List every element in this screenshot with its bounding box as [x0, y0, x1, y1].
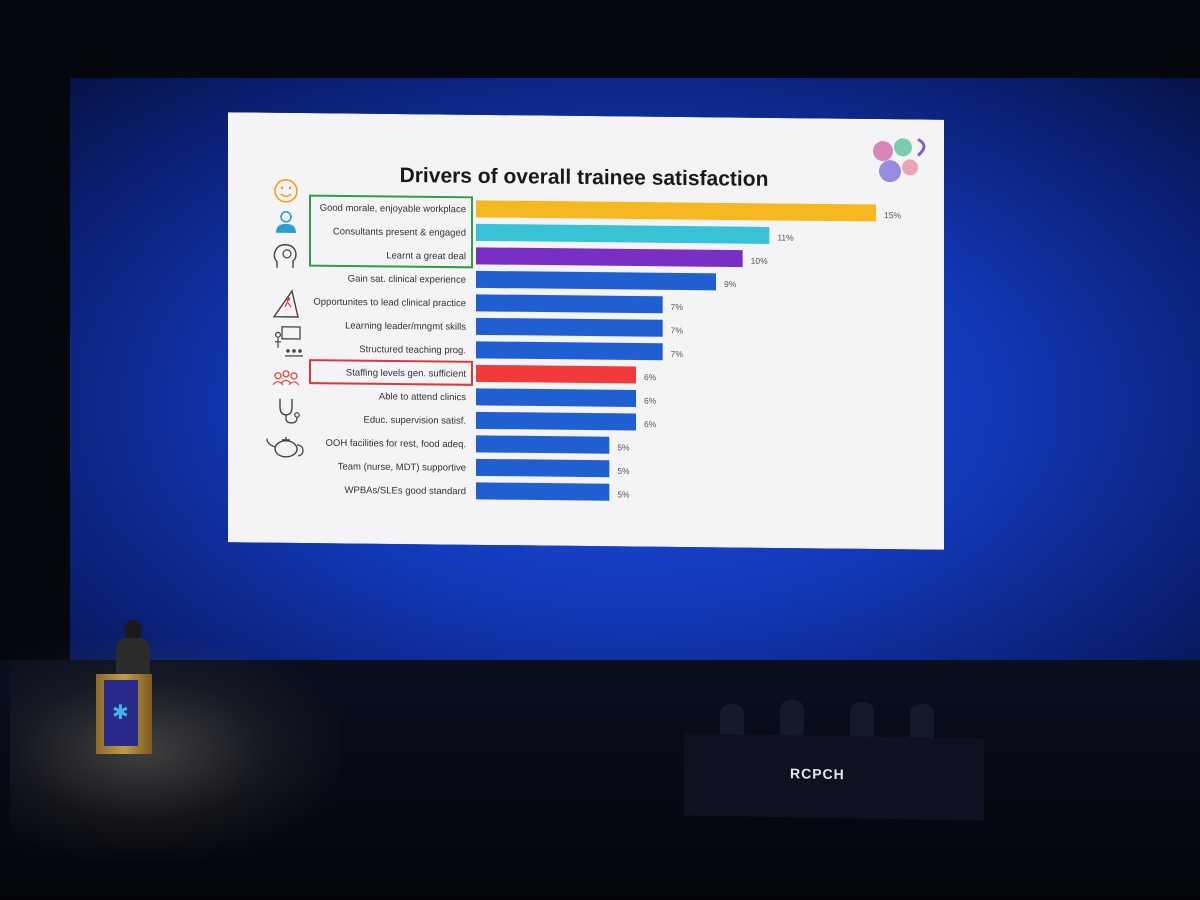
bar — [476, 294, 663, 314]
data-label: 6% — [644, 372, 657, 382]
projected-slide: Drivers of overall trainee satisfaction — [228, 112, 944, 550]
category-label: Learning leader/mngmt skills — [345, 320, 466, 332]
data-label: 5% — [617, 466, 630, 476]
data-label: 5% — [617, 442, 630, 452]
bar — [476, 435, 610, 454]
bar — [476, 270, 716, 291]
lightbulb-head-icon — [273, 244, 297, 268]
bar — [476, 247, 743, 268]
bar — [476, 458, 610, 478]
table-banner-label: RCPCH — [790, 765, 845, 783]
data-label: 5% — [617, 489, 630, 499]
category-label: OOH facilities for rest, food adeq. — [326, 438, 466, 450]
bar — [476, 388, 636, 408]
category-label: Educ. supervision satisf. — [364, 415, 466, 427]
category-label: Structured teaching prog. — [359, 344, 466, 356]
podium-panel — [104, 680, 138, 746]
data-label: 11% — [777, 233, 794, 243]
category-label: Staffing levels gen. sufficient — [346, 367, 466, 379]
category-label: Team (nurse, MDT) supportive — [338, 461, 466, 473]
bar — [476, 200, 876, 222]
climber-icon — [272, 289, 299, 318]
data-label: 10% — [751, 256, 768, 266]
data-label: 7% — [671, 349, 684, 359]
bar — [476, 317, 663, 337]
data-label: 6% — [644, 396, 657, 406]
podium-logo-icon: ✱ — [112, 700, 129, 724]
category-label: Opportunites to lead clinical practice — [313, 297, 466, 310]
data-label: 7% — [671, 302, 684, 312]
stage-floor — [0, 660, 1200, 900]
group-icon — [272, 370, 300, 386]
consultant-icon — [276, 211, 296, 233]
chart: Drivers of overall trainee satisfaction — [228, 112, 944, 550]
spotlight — [10, 640, 340, 860]
panel-table: RCPCH — [684, 733, 984, 821]
category-label: Good morale, enjoyable workplace — [320, 203, 466, 216]
speaker — [114, 620, 154, 678]
category-label: Able to attend clinics — [379, 391, 466, 403]
category-label: Consultants present & engaged — [333, 226, 466, 238]
data-label: 6% — [644, 419, 657, 429]
category-label: Learnt a great deal — [386, 250, 466, 262]
stethoscope-icon — [279, 398, 300, 424]
conference-logo — [873, 138, 926, 183]
panel-members — [700, 700, 960, 740]
bar — [476, 482, 610, 501]
data-label: 7% — [671, 325, 684, 335]
data-label: 9% — [724, 279, 737, 289]
smiley-icon — [274, 179, 298, 203]
teacher-icon — [275, 326, 303, 357]
bar — [476, 223, 770, 244]
highlight-box — [309, 359, 473, 386]
bar — [476, 411, 636, 431]
teapot-icon — [266, 436, 304, 458]
category-label: Gain sat. clinical experience — [348, 274, 466, 286]
chart-title: Drivers of overall trainee satisfaction — [400, 164, 769, 191]
bar — [476, 364, 636, 384]
highlight-box — [309, 194, 473, 269]
data-label: 15% — [884, 210, 901, 220]
category-label: WPBAs/SLEs good standard — [345, 485, 466, 497]
bar — [476, 341, 663, 361]
